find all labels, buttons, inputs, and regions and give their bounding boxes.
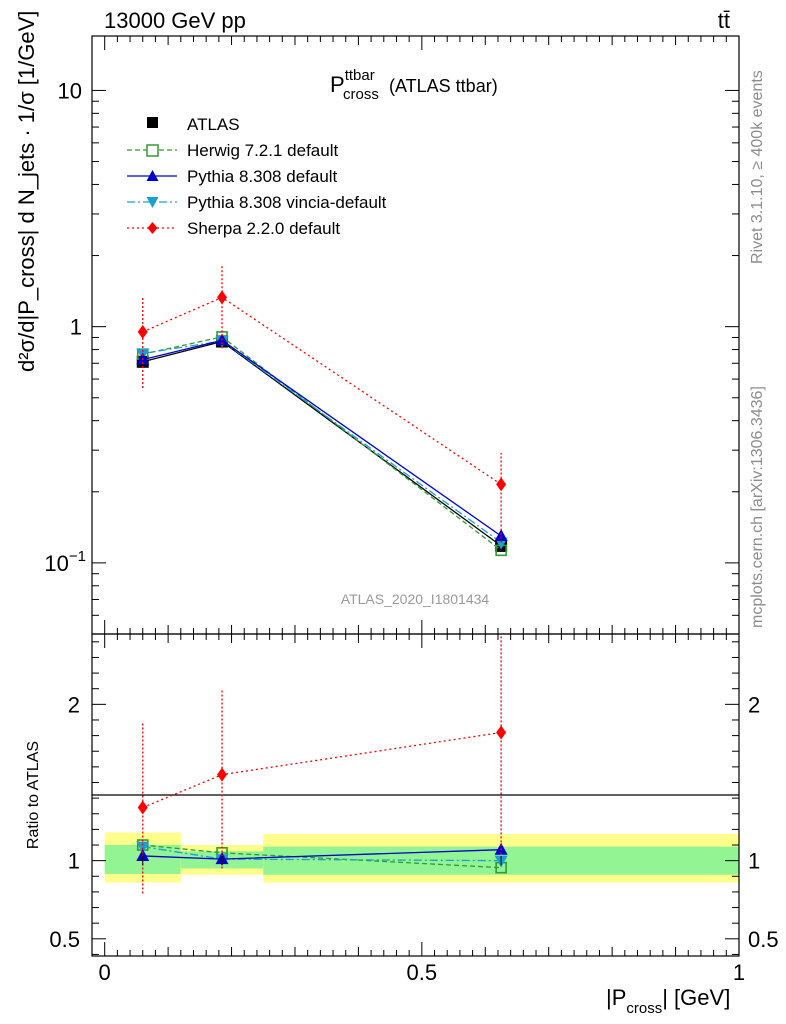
- svg-text:Sherpa 2.2.0 default: Sherpa 2.2.0 default: [187, 219, 340, 238]
- ratio-y-tick-label-right: 2: [748, 692, 760, 717]
- svg-text:ATLAS: ATLAS: [187, 115, 240, 134]
- legend-entry-herwig: Herwig 7.2.1 default: [127, 141, 338, 160]
- ratio-y-tick-label-right: 1: [748, 849, 760, 874]
- ratio-y-tick-label: 0.5: [49, 927, 80, 952]
- x-tick-label: 1: [733, 960, 745, 985]
- svg-text:Pythia 8.308 vincia-default: Pythia 8.308 vincia-default: [187, 193, 387, 212]
- main-series-sherpa-2-2-0-default: [137, 264, 507, 543]
- x-axis-label: |Pcross| [GeV]: [606, 985, 730, 1017]
- y-tick-label: 1: [70, 315, 82, 340]
- legend-entry-sherpa: Sherpa 2.2.0 default: [127, 219, 340, 238]
- x-tick-label: 0.5: [407, 960, 438, 985]
- main-line-herwig-7-2-1-default: [142, 336, 502, 551]
- ratio-y-tick-label-right: 0.5: [748, 927, 779, 952]
- ratio-bands: [104, 832, 739, 883]
- ratio-series: [136, 634, 508, 894]
- svg-text:mcplots.cern.ch [arXiv:1306.34: mcplots.cern.ch [arXiv:1306.3436]: [749, 386, 766, 628]
- analysis-label: ATLAS_2020_I1801434: [341, 591, 490, 607]
- ratio-frame: [91, 633, 740, 957]
- ratio-y-tick-label: 2: [68, 692, 80, 717]
- y-tick-label: 10−1: [44, 548, 86, 576]
- ratio-line-sherpa-2-2-0-default: [142, 731, 502, 809]
- legend-entry-vincia: Pythia 8.308 vincia-default: [127, 193, 387, 212]
- svg-text:Herwig 7.2.1 default: Herwig 7.2.1 default: [187, 141, 338, 160]
- main-line-atlas: [142, 340, 502, 547]
- main-point-sherpa-2-2-0-default: [137, 324, 148, 339]
- ratio-line-herwig-7-2-1-default: [142, 844, 502, 869]
- main-point-pythia-8-308-default: [494, 528, 508, 541]
- svg-text:d²σ/d|P_cross| d N_jets · 1/σ: d²σ/d|P_cross| d N_jets · 1/σ [1/GeV]: [14, 11, 39, 372]
- ratio-point-sherpa-2-2-0-default: [137, 800, 148, 815]
- svg-text:Ratio to ATLAS: Ratio to ATLAS: [25, 741, 42, 849]
- svg-text:Pythia 8.308 default: Pythia 8.308 default: [187, 167, 338, 186]
- energy-label: 13000 GeV pp: [104, 8, 246, 33]
- legend-entry-pythia: Pythia 8.308 default: [127, 167, 338, 186]
- y-tick-label: 10: [58, 78, 82, 103]
- y-tick-label-exp: −1: [69, 548, 86, 565]
- ratio-ticks: 0.5 0.51 12 20 0.5 1: [49, 634, 779, 985]
- legend-entry-atlas: ATLAS: [147, 115, 240, 134]
- ratio-y-axis-label: Ratio to ATLAS: [25, 741, 42, 849]
- process-label: tt̄: [718, 8, 730, 33]
- main-series-atlas: [136, 335, 508, 552]
- ratio-y-tick-label: 1: [68, 849, 80, 874]
- mcplots-side-label: mcplots.cern.ch [arXiv:1306.3436]: [749, 386, 766, 628]
- main-series: [136, 264, 508, 557]
- ratio-panel: 0.5 0.51 12 20 0.5 1 Ratio to ATLAS |Pcross| …: [25, 633, 779, 1017]
- plot-title: Pttbar cross (ATLAS ttbar): [330, 67, 498, 103]
- main-y-axis-label: d²σ/d|P_cross| d N_jets · 1/σ [1/GeV]: [14, 11, 39, 372]
- main-series-pythia-8-308-vincia-default: [136, 335, 508, 550]
- ratio-point-pythia-8-308-default: [136, 848, 150, 861]
- main-series-herwig-7-2-1-default: [136, 331, 507, 557]
- ratio-point-sherpa-2-2-0-default: [496, 725, 507, 740]
- legend: ATLAS Herwig 7.2.1 default Pythia 8.308 …: [127, 115, 387, 238]
- rivet-side-label: Rivet 3.1.10, ≥ 400k events: [749, 70, 766, 264]
- main-line-pythia-8-308-vincia-default: [142, 340, 502, 544]
- y-tick-label-base: 10: [44, 551, 68, 576]
- ratio-point-sherpa-2-2-0-default: [217, 767, 228, 782]
- svg-text:Rivet 3.1.10, ≥ 400k events: Rivet 3.1.10, ≥ 400k events: [749, 70, 766, 264]
- x-tick-label: 0: [99, 960, 111, 985]
- main-line-sherpa-2-2-0-default: [142, 296, 502, 485]
- main-point-sherpa-2-2-0-default: [217, 290, 228, 305]
- main-point-sherpa-2-2-0-default: [496, 477, 507, 492]
